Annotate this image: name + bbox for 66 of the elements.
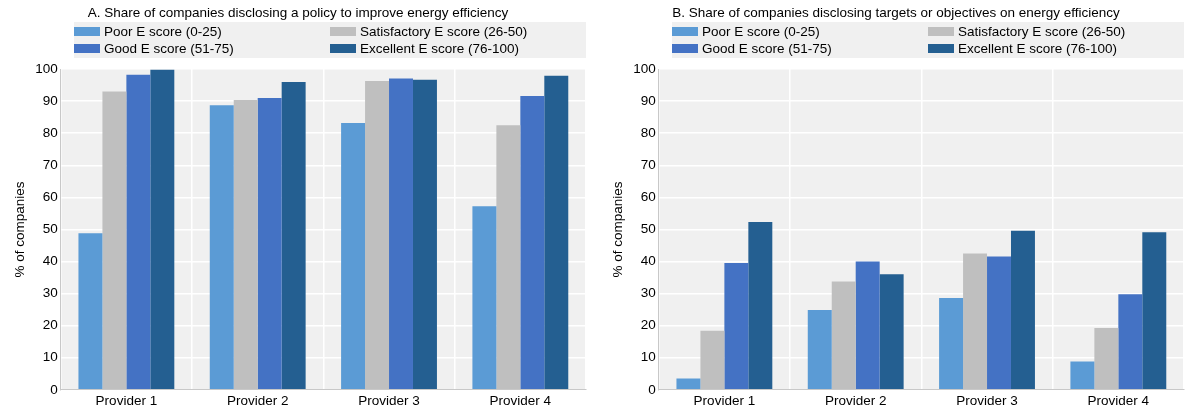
bar	[987, 256, 1011, 390]
bar	[281, 81, 306, 390]
legend-label: Poor E score (0-25)	[104, 24, 222, 39]
y-tick-label: 70	[640, 157, 656, 173]
bar	[544, 75, 569, 390]
x-tick-label: Provider 4	[1087, 392, 1150, 408]
y-tick-label: 20	[640, 317, 656, 333]
chart-title: B. Share of companies disclosing targets or objectives on energy efficiency	[671, 4, 1121, 22]
x-tick-label: Provider 2	[824, 392, 887, 408]
bar	[1010, 230, 1035, 390]
legend-label: Good E score (51-75)	[702, 41, 832, 56]
legend-label: Satisfactory E score (26-50)	[360, 24, 528, 39]
chart-title: A. Share of companies disclosing a policy to improve energy efficiency	[86, 4, 510, 22]
y-tick-label: 80	[640, 124, 656, 140]
bar	[78, 233, 103, 390]
legend-label: Excellent E score (76-100)	[958, 41, 1118, 56]
bar	[412, 79, 437, 390]
y-tick-label: 100	[633, 60, 656, 76]
bar	[520, 96, 545, 390]
y-tick-label: 40	[42, 253, 58, 269]
bar	[126, 74, 151, 390]
x-tick-label: Provider 2	[226, 392, 289, 408]
bar	[724, 263, 749, 390]
bar	[257, 97, 282, 390]
y-tick-label: 100	[35, 60, 58, 76]
bar	[855, 261, 880, 390]
x-tick-label: Provider 4	[489, 392, 552, 408]
y-tick-label: 70	[42, 157, 58, 173]
bar	[1118, 294, 1143, 390]
y-tick-label: 10	[42, 349, 58, 365]
legend-label: Satisfactory E score (26-50)	[958, 24, 1126, 39]
legend-label: Excellent E score (76-100)	[360, 41, 520, 56]
bar	[1070, 361, 1095, 390]
bar	[389, 78, 413, 390]
x-tick-label: Provider 1	[693, 392, 756, 408]
y-tick-label: 20	[42, 317, 58, 333]
bar	[341, 122, 366, 390]
bar	[472, 206, 497, 390]
y-tick-label: 30	[640, 285, 656, 301]
bar	[879, 274, 904, 390]
y-tick-label: 60	[640, 189, 656, 205]
bar	[676, 378, 701, 390]
y-tick-label: 30	[42, 285, 58, 301]
y-axis-title: % of companies	[609, 181, 625, 278]
x-tick-label: Provider 3	[956, 392, 1018, 408]
y-tick-label: 90	[42, 92, 58, 108]
y-tick-label: 10	[640, 349, 656, 365]
bar	[939, 298, 964, 390]
y-tick-label: 90	[640, 92, 656, 108]
bar	[748, 222, 773, 390]
x-tick-label: Provider 3	[358, 392, 420, 408]
bar	[807, 309, 832, 390]
legend-label: Good E score (51-75)	[104, 41, 234, 56]
y-tick-label: 50	[640, 221, 656, 237]
y-tick-label: 40	[640, 253, 656, 269]
bar	[1142, 232, 1167, 390]
y-tick-label: 0	[648, 381, 656, 397]
y-tick-label: 80	[42, 124, 58, 140]
legend-label: Poor E score (0-25)	[702, 24, 820, 39]
bar	[150, 69, 175, 390]
x-tick-label: Provider 1	[95, 392, 158, 408]
y-tick-label: 50	[42, 221, 58, 237]
y-axis-title: % of companies	[11, 181, 27, 278]
y-tick-label: 60	[42, 189, 58, 205]
y-tick-label: 0	[50, 381, 58, 397]
bar	[209, 105, 234, 390]
